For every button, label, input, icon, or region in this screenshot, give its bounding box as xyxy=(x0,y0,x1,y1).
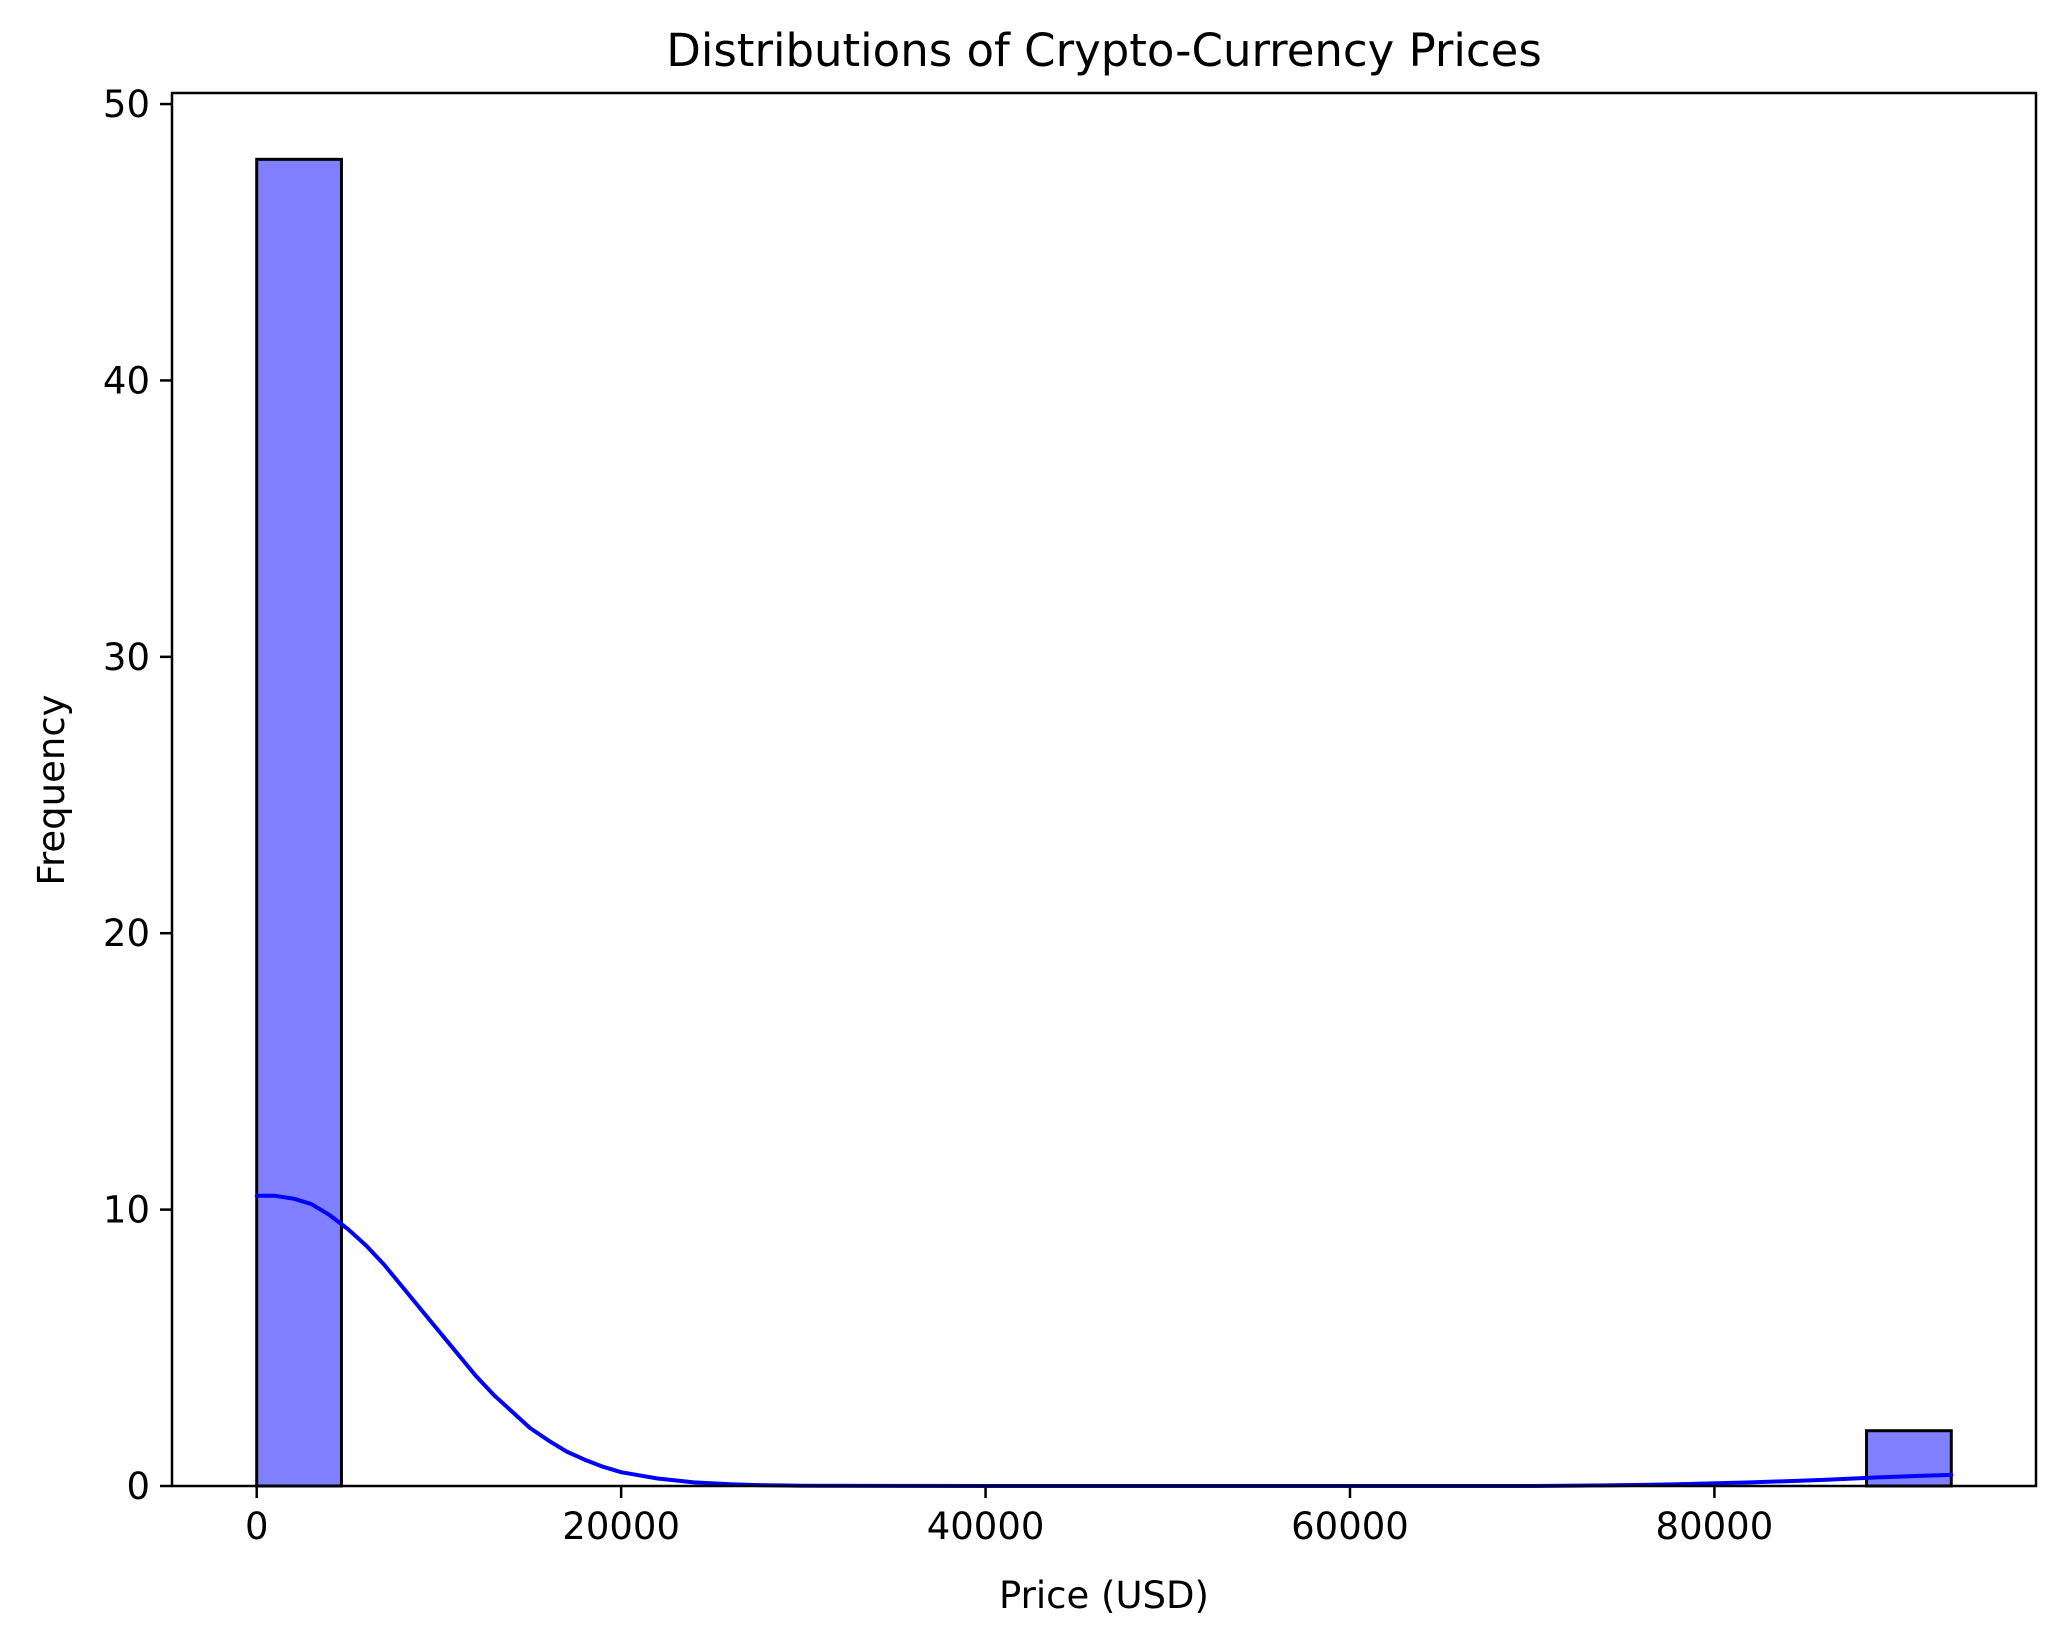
x-tick-label: 20000 xyxy=(562,1505,680,1548)
y-tick-label: 20 xyxy=(103,912,150,955)
y-tick-label: 40 xyxy=(103,359,150,402)
histogram-bar-1 xyxy=(255,157,343,1488)
x-tick-label: 60000 xyxy=(1291,1505,1409,1548)
y-tick-label: 0 xyxy=(126,1465,150,1508)
x-tick-label: 80000 xyxy=(1656,1505,1774,1548)
y-axis-label: Frequency xyxy=(30,694,73,885)
chart-title: Distributions of Crypto-Currency Prices xyxy=(666,24,1542,77)
x-axis-label: Price (USD) xyxy=(999,1574,1209,1617)
y-tick-label: 50 xyxy=(103,83,150,126)
x-tick-label: 0 xyxy=(245,1505,269,1548)
kde-density-line xyxy=(254,1193,1954,1488)
plot-area-frame xyxy=(170,91,2038,1488)
y-tick-label: 30 xyxy=(103,636,150,679)
y-tick-label: 10 xyxy=(103,1189,150,1232)
x-tick-label: 40000 xyxy=(927,1505,1045,1548)
